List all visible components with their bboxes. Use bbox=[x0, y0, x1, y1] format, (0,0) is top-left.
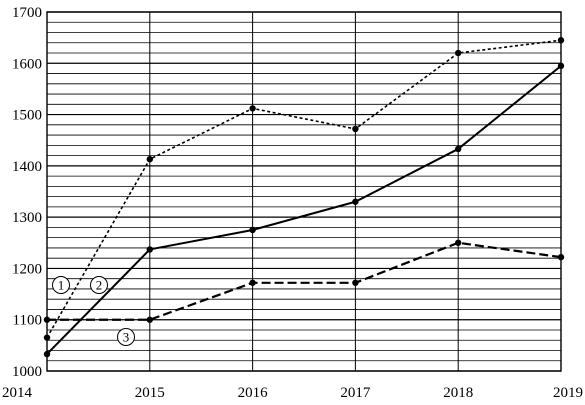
x-tick-label: 2016 bbox=[238, 385, 269, 401]
data-point bbox=[455, 239, 462, 246]
data-point bbox=[146, 246, 153, 253]
data-point bbox=[455, 145, 462, 153]
data-point bbox=[249, 105, 256, 112]
x-tick-label: 2019 bbox=[553, 385, 583, 401]
data-point bbox=[455, 49, 462, 57]
data-point bbox=[146, 155, 153, 163]
data-point bbox=[43, 350, 51, 358]
y-tick-label: 1400 bbox=[12, 159, 42, 175]
y-tick-label: 1000 bbox=[12, 364, 42, 380]
plot-frame bbox=[46, 11, 562, 372]
series-marker-label: 3 bbox=[123, 330, 130, 345]
y-tick-label: 1200 bbox=[12, 261, 42, 277]
series-marker-circle bbox=[52, 276, 70, 294]
data-point bbox=[557, 37, 565, 44]
series-line-2 bbox=[46, 65, 562, 355]
series-group bbox=[43, 37, 565, 358]
data-point bbox=[43, 334, 51, 341]
y-tick-label: 1100 bbox=[13, 313, 42, 329]
data-point bbox=[249, 226, 256, 234]
x-tick-label: 2017 bbox=[340, 385, 371, 401]
axes: 1000 1100 1200 1300 1400 1500 1600 1700 2014 2015… bbox=[2, 5, 583, 401]
series-markers: 1 2 3 bbox=[52, 276, 135, 346]
data-point bbox=[557, 62, 565, 70]
grid bbox=[46, 11, 562, 372]
y-tick-label: 1300 bbox=[12, 210, 42, 226]
y-tick-label: 1500 bbox=[12, 108, 42, 124]
series-marker-circle bbox=[117, 328, 135, 346]
y-tick-label: 1600 bbox=[12, 56, 42, 72]
series-marker-label: 1 bbox=[58, 278, 65, 293]
x-tick-label: 2014 bbox=[2, 385, 33, 401]
data-point bbox=[352, 279, 359, 286]
x-tick-label: 2015 bbox=[135, 385, 165, 401]
y-tick-label: 1700 bbox=[12, 5, 42, 21]
data-point bbox=[352, 198, 359, 205]
data-point bbox=[249, 279, 256, 286]
series-marker-circle bbox=[90, 276, 108, 294]
x-tick-label: 2018 bbox=[443, 385, 473, 401]
series-line-3 bbox=[47, 241, 562, 321]
data-point bbox=[352, 125, 359, 133]
series-marker-label: 2 bbox=[96, 278, 103, 293]
data-point bbox=[43, 316, 51, 323]
series-line-1 bbox=[46, 39, 562, 339]
data-point bbox=[146, 316, 153, 323]
data-point bbox=[557, 253, 565, 261]
